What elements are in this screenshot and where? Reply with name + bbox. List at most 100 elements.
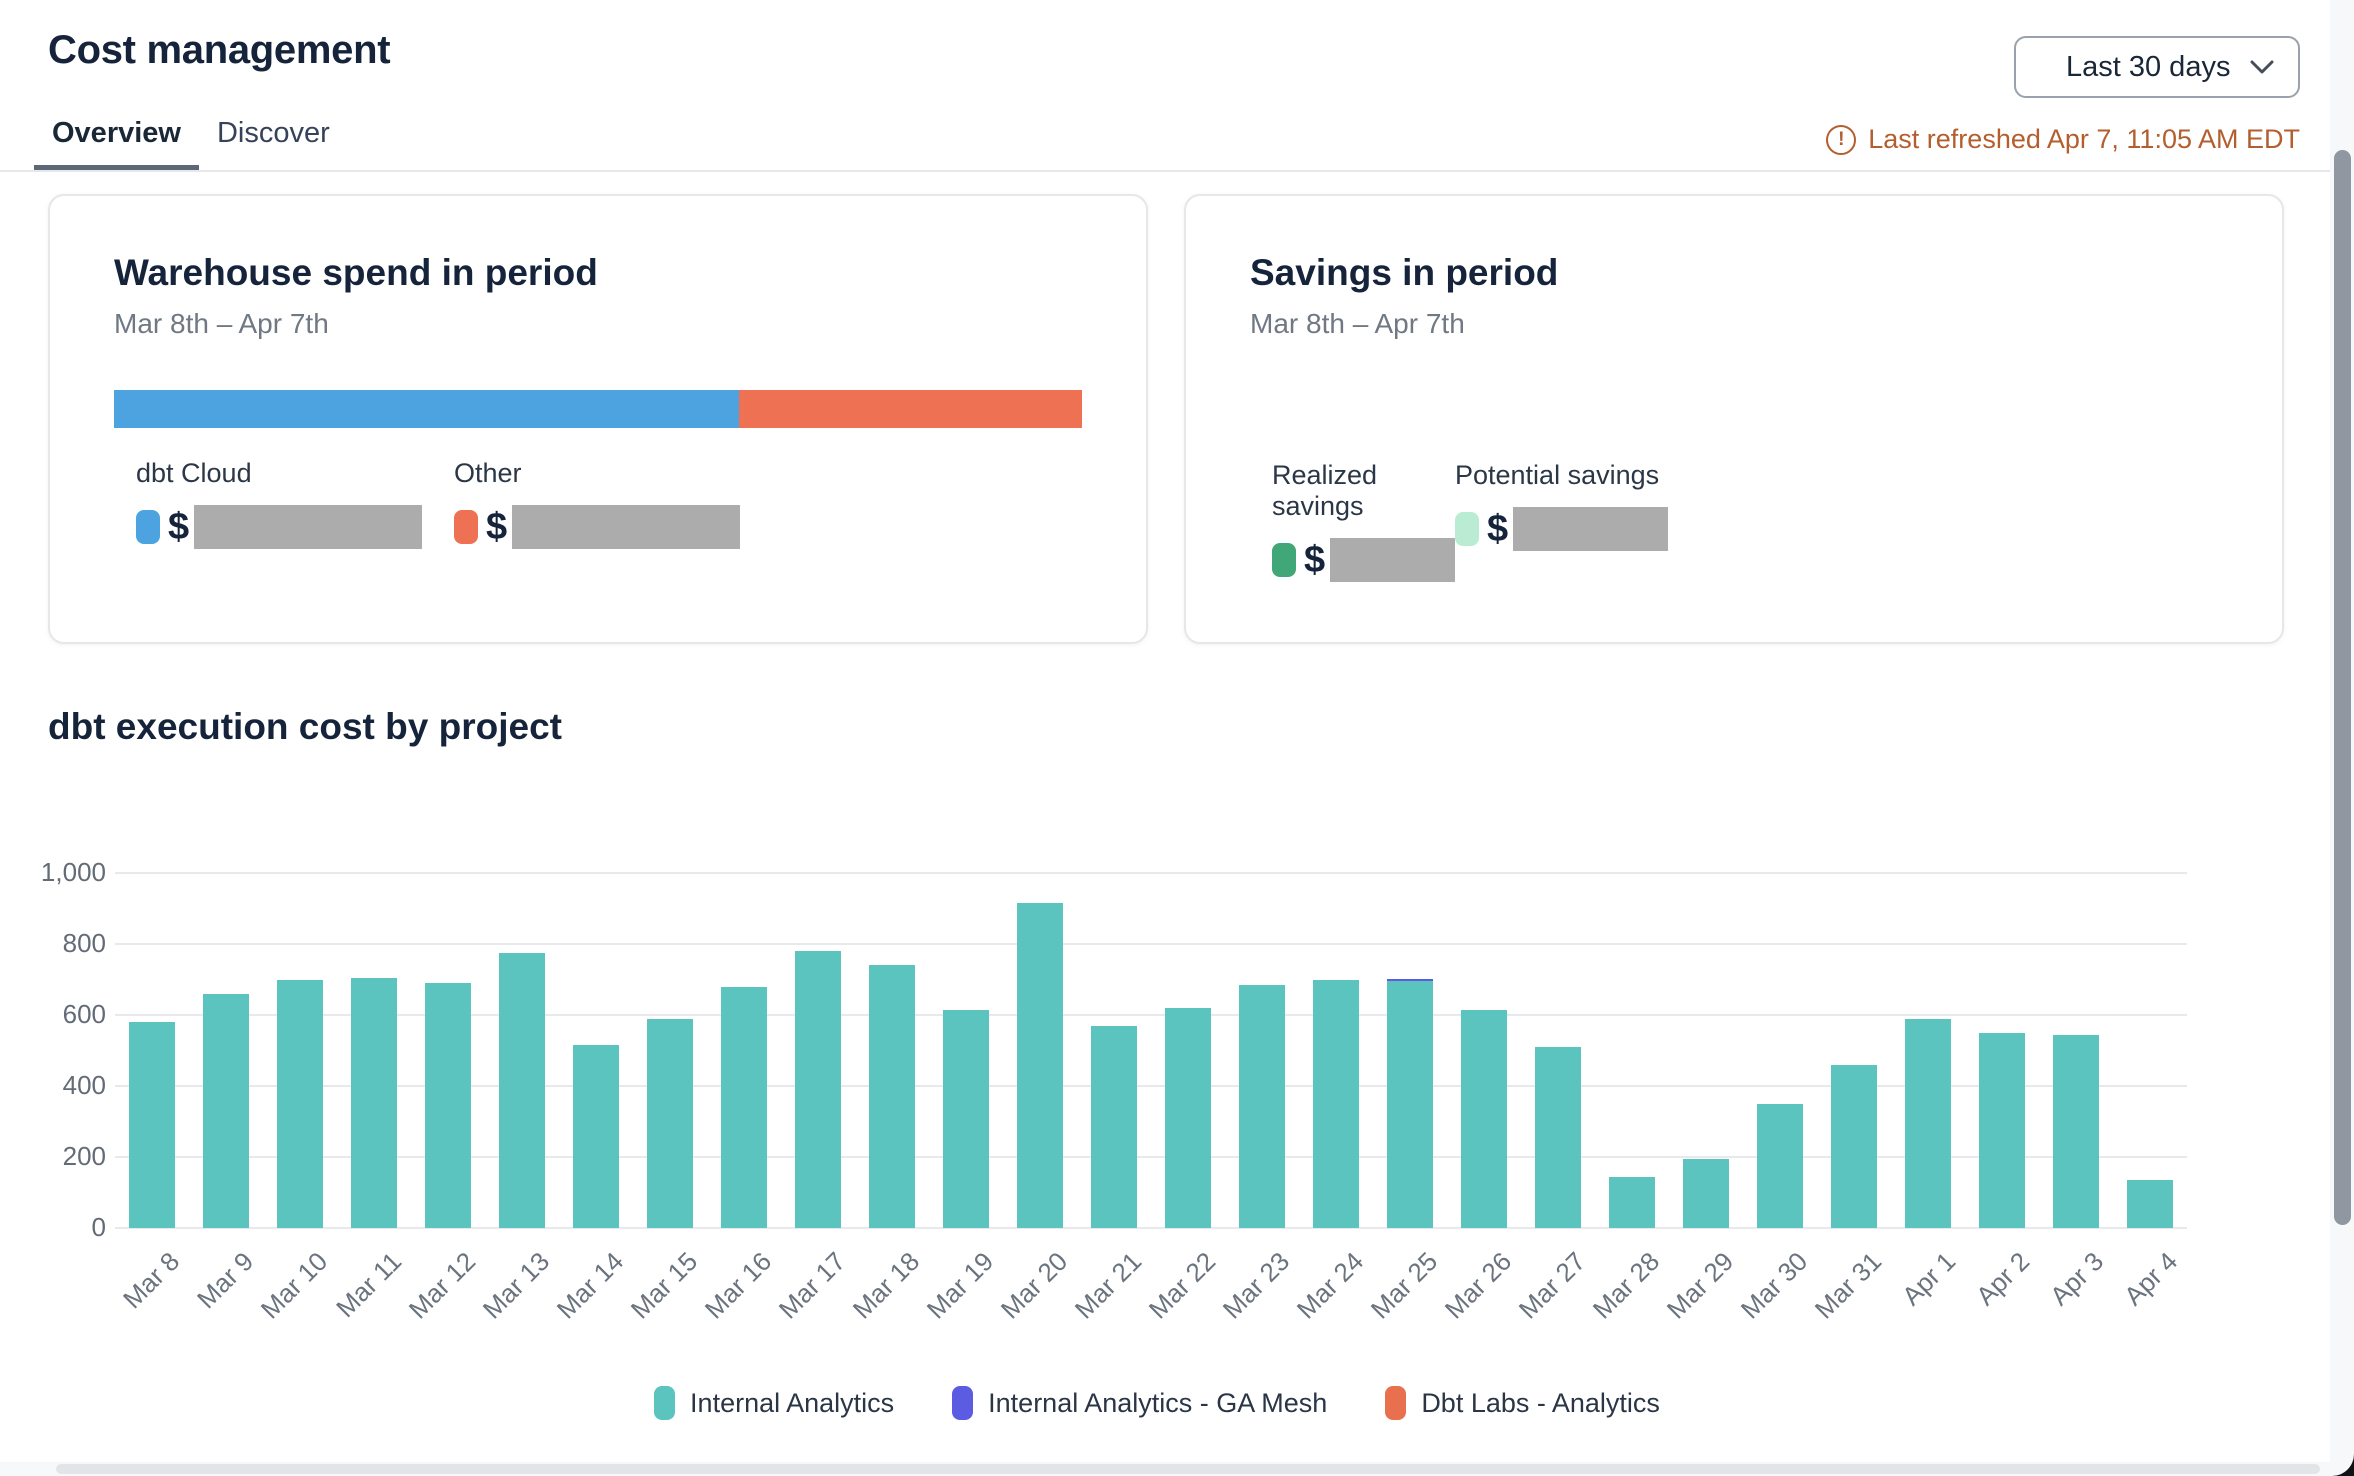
savings-stats: Realized savings $ Potential savings $ xyxy=(1250,460,2218,582)
bar-mar-10[interactable] xyxy=(277,979,323,1228)
warehouse-spend-card: Warehouse spend in period Mar 8th – Apr … xyxy=(48,194,1148,644)
stat-other: Other $ xyxy=(454,458,741,549)
page-title: Cost management xyxy=(48,28,391,72)
legend-swatch xyxy=(1385,1386,1407,1420)
chart-title: dbt execution cost by project xyxy=(48,706,562,747)
currency-symbol: $ xyxy=(486,505,508,548)
spend-stats: dbt Cloud $ Other $ xyxy=(114,458,1082,549)
execution-cost-chart: Internal Analytics Internal Analytics - G… xyxy=(0,748,2354,1440)
stat-potential-savings: Potential savings $ xyxy=(1455,460,1669,582)
period-selector[interactable]: Last 30 days xyxy=(2014,36,2300,98)
refresh-text: Last refreshed Apr 7, 11:05 AM EDT xyxy=(1868,124,2300,154)
gridline xyxy=(115,1085,2187,1087)
legend-label: Internal Analytics - GA Mesh xyxy=(988,1387,1328,1418)
dbt-cloud-swatch xyxy=(136,510,160,544)
bar-mar-31[interactable] xyxy=(1831,1064,1877,1228)
bar-apr-1[interactable] xyxy=(1905,1018,1951,1228)
bar-apr-2[interactable] xyxy=(1979,1032,2025,1228)
horizontal-scrollbar-thumb[interactable] xyxy=(56,1464,2320,1474)
bar-apr-4[interactable] xyxy=(2127,1180,2173,1228)
redacted-value xyxy=(1513,507,1669,551)
header-right: Last 30 days ! Last refreshed Apr 7, 11:… xyxy=(1826,36,2300,155)
bar-apr-3[interactable] xyxy=(2053,1034,2099,1228)
stat-label: Realized savings xyxy=(1272,460,1378,521)
y-axis-label: 200 xyxy=(62,1141,106,1171)
card-title: Savings in period xyxy=(1250,252,1559,293)
legend-swatch xyxy=(952,1386,974,1420)
bar-mar-12[interactable] xyxy=(425,983,471,1228)
spend-bar-other-segment[interactable] xyxy=(739,390,1082,428)
horizontal-scrollbar-track[interactable] xyxy=(0,1462,2354,1476)
stat-label: Potential savings xyxy=(1455,460,1660,490)
gridline xyxy=(115,1227,2187,1229)
redacted-value xyxy=(512,505,741,549)
legend-item-dbt-labs-analytics[interactable]: Dbt Labs - Analytics xyxy=(1385,1386,1660,1420)
stat-value: $ xyxy=(454,505,741,549)
gridline xyxy=(115,1014,2187,1016)
chart-legend: Internal Analytics Internal Analytics - G… xyxy=(0,1386,2314,1420)
y-axis-label: 600 xyxy=(62,999,106,1029)
stat-label: dbt Cloud xyxy=(136,458,252,488)
period-selector-value: Last 30 days xyxy=(2066,50,2231,83)
gridline xyxy=(115,943,2187,945)
gridline xyxy=(115,872,2187,874)
legend-swatch xyxy=(654,1386,676,1420)
bar-mar-22[interactable] xyxy=(1165,1007,1211,1228)
bar-mar-8[interactable] xyxy=(129,1022,175,1228)
bar-mar-9[interactable] xyxy=(203,993,249,1228)
bar-mar-25[interactable] xyxy=(1387,981,1433,1228)
legend-item-internal-analytics[interactable]: Internal Analytics xyxy=(654,1386,894,1420)
bar-mar-27[interactable] xyxy=(1535,1046,1581,1228)
gridline xyxy=(115,1156,2187,1158)
bar-mar-11[interactable] xyxy=(351,977,397,1228)
y-axis-label: 400 xyxy=(62,1070,106,1100)
bar-mar-20[interactable] xyxy=(1017,903,1063,1228)
savings-card: Savings in period Mar 8th – Apr 7th Real… xyxy=(1184,194,2284,644)
stat-value: $ xyxy=(1272,538,1455,582)
chevron-down-icon xyxy=(2250,60,2274,73)
realized-savings-swatch xyxy=(1272,543,1296,577)
bar-mar-16[interactable] xyxy=(721,986,767,1228)
redacted-value xyxy=(194,505,423,549)
stat-label: Other xyxy=(454,458,522,488)
bar-mar-29[interactable] xyxy=(1683,1158,1729,1228)
potential-savings-swatch xyxy=(1455,512,1479,546)
bar-mar-15[interactable] xyxy=(647,1018,693,1228)
stat-dbt-cloud: dbt Cloud $ xyxy=(136,458,454,549)
alert-circle-icon: ! xyxy=(1826,124,1857,155)
currency-symbol: $ xyxy=(168,505,190,548)
bar-mar-28[interactable] xyxy=(1609,1176,1655,1228)
card-title: Warehouse spend in period xyxy=(114,252,598,293)
bar-mar-26[interactable] xyxy=(1461,1009,1507,1228)
page-header: Cost management xyxy=(0,0,2354,73)
card-date-range: Mar 8th – Apr 7th xyxy=(1250,308,1465,339)
legend-item-internal-analytics-ga-mesh[interactable]: Internal Analytics - GA Mesh xyxy=(952,1386,1327,1420)
bar-mar-13[interactable] xyxy=(499,952,545,1228)
tab-overview[interactable]: Overview xyxy=(34,101,199,170)
window-corner xyxy=(2332,1454,2354,1476)
bar-mar-14[interactable] xyxy=(573,1045,619,1228)
tab-discover[interactable]: Discover xyxy=(216,117,330,149)
vertical-scrollbar-track[interactable] xyxy=(2330,0,2354,1476)
bar-mar-19[interactable] xyxy=(943,1009,989,1228)
vertical-scrollbar-thumb[interactable] xyxy=(2334,150,2351,1225)
bar-mar-23[interactable] xyxy=(1239,984,1285,1228)
redacted-value xyxy=(1330,538,1455,582)
legend-label: Internal Analytics xyxy=(690,1387,895,1418)
tab-bar: Overview Discover xyxy=(0,101,2354,172)
bar-mar-25[interactable] xyxy=(1387,979,1433,982)
y-axis-label: 0 xyxy=(91,1212,106,1242)
legend-label: Dbt Labs - Analytics xyxy=(1421,1387,1660,1418)
summary-cards: Warehouse spend in period Mar 8th – Apr … xyxy=(48,194,2284,644)
other-swatch xyxy=(454,510,478,544)
currency-symbol: $ xyxy=(1487,507,1509,550)
bar-mar-18[interactable] xyxy=(869,965,915,1228)
y-axis-label: 800 xyxy=(62,928,106,958)
bar-mar-21[interactable] xyxy=(1091,1025,1137,1228)
card-date-range: Mar 8th – Apr 7th xyxy=(114,308,329,339)
bar-mar-30[interactable] xyxy=(1757,1103,1803,1228)
bar-mar-24[interactable] xyxy=(1313,979,1359,1228)
spend-bar-dbt-cloud-segment[interactable] xyxy=(114,390,740,428)
y-axis-label: 1,000 xyxy=(40,857,106,887)
bar-mar-17[interactable] xyxy=(795,951,841,1228)
